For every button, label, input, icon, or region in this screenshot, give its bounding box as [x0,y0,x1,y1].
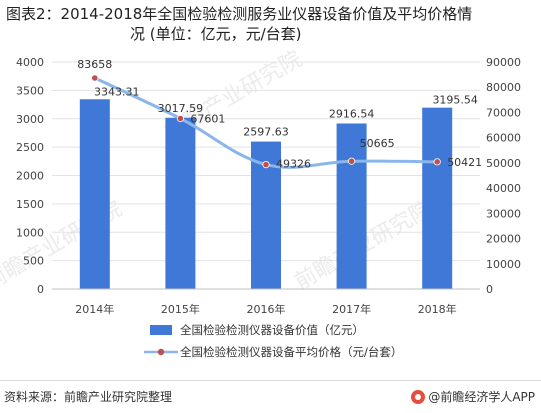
line-data-label: 67601 [190,112,225,125]
bar [336,123,367,289]
chart-title-line-1: 图表2：2014-2018年全国检验检测服务业仪器设备价值及平均价格情 [6,5,473,23]
y-left-tick-label: 2500 [16,141,44,154]
credit-logo-icon [411,389,426,404]
y-right-tick-label: 30000 [486,207,521,220]
y-left-tick-label: 4000 [16,56,44,69]
y-left-tick-label: 1500 [16,198,44,211]
line-point [262,160,270,169]
line-data-label: 50665 [360,137,395,150]
y-right-tick-label: 40000 [486,182,521,195]
bar [165,117,196,289]
x-tick-label: 2015年 [161,302,200,316]
y-right-tick-label: 60000 [486,132,521,145]
bar-data-label: 3017.59 [158,102,204,115]
x-tick-label: 2017年 [332,302,371,316]
watermark: 前瞻产业研究院 前瞻产业研究院 前瞻产业研究院 [0,50,436,295]
footer: 资料来源：前瞻产业研究院整理 @前瞻经济学人APP [0,380,541,413]
y-left-tick-label: 1000 [16,226,44,239]
chart-title-line-2: 况 (单位：亿元，元/台套) [130,25,302,43]
credit: @前瞻经济学人APP [411,388,535,405]
legend-swatch-bar [150,325,172,335]
x-tick-label: 2016年 [247,302,286,316]
y-right-tick-label: 90000 [486,56,521,69]
line-point [347,157,356,165]
axis-layer: 0500100015002000250030003500400001000020… [16,56,521,316]
chart: 前瞻产业研究院 前瞻产业研究院 前瞻产业研究院 0 500 1000 1500 2000… [0,50,521,359]
y-right-tick-label: 80000 [486,81,521,94]
line-data-label: 49326 [276,158,311,171]
y-right-tick-label: 10000 [486,258,521,271]
y-right-tick-label: 20000 [486,233,521,246]
y-right-tick-label: 0 [486,283,493,296]
source-note: 资料来源：前瞻产业研究院整理 [4,390,173,404]
bar-data-label: 3195.54 [432,94,478,107]
y-right-tick-label: 70000 [486,106,521,119]
line-point [176,114,184,123]
bar-data-label: 3343.31 [94,85,140,98]
y-left-tick-label: 500 [23,255,44,268]
y-left-tick-label: 3000 [16,113,44,126]
y-left-tick-label: 2000 [16,170,44,183]
bar [79,99,110,290]
line-layer [91,74,441,169]
bar [422,107,453,289]
line-point [433,158,441,166]
legend-swatch-marker [157,348,165,356]
y-left-tick-label: 3500 [16,84,44,97]
y-left-tick-label: 0 [37,283,44,296]
chart-title: 图表2：2014-2018年全国检验检测服务业仪器设备价值及平均价格情 况 (单… [6,4,536,44]
line-data-label: 83658 [77,58,112,71]
bar-data-label: 2916.54 [329,107,375,120]
label-layer: 3343.31 3017.59 2597.63 2916.54 3195.54 83658… [77,58,482,171]
x-tick-label: 2018年 [418,302,457,316]
bar-data-label: 2597.63 [243,126,289,139]
line-point [91,74,99,82]
legend-label-line: 全国检验检测仪器设备平均价格（元/台套） [180,345,402,359]
legend-label-bar: 全国检验检测仪器设备价值（亿元） [180,323,364,337]
line-data-label: 50421 [447,156,482,169]
credit-text: @前瞻经济学人APP [428,390,535,404]
legend: 全国检验检测仪器设备价值（亿元） 全国检验检测仪器设备平均价格（元/台套） [144,323,402,359]
x-tick-label: 2014年 [75,302,114,316]
y-right-tick-label: 50000 [486,157,521,170]
